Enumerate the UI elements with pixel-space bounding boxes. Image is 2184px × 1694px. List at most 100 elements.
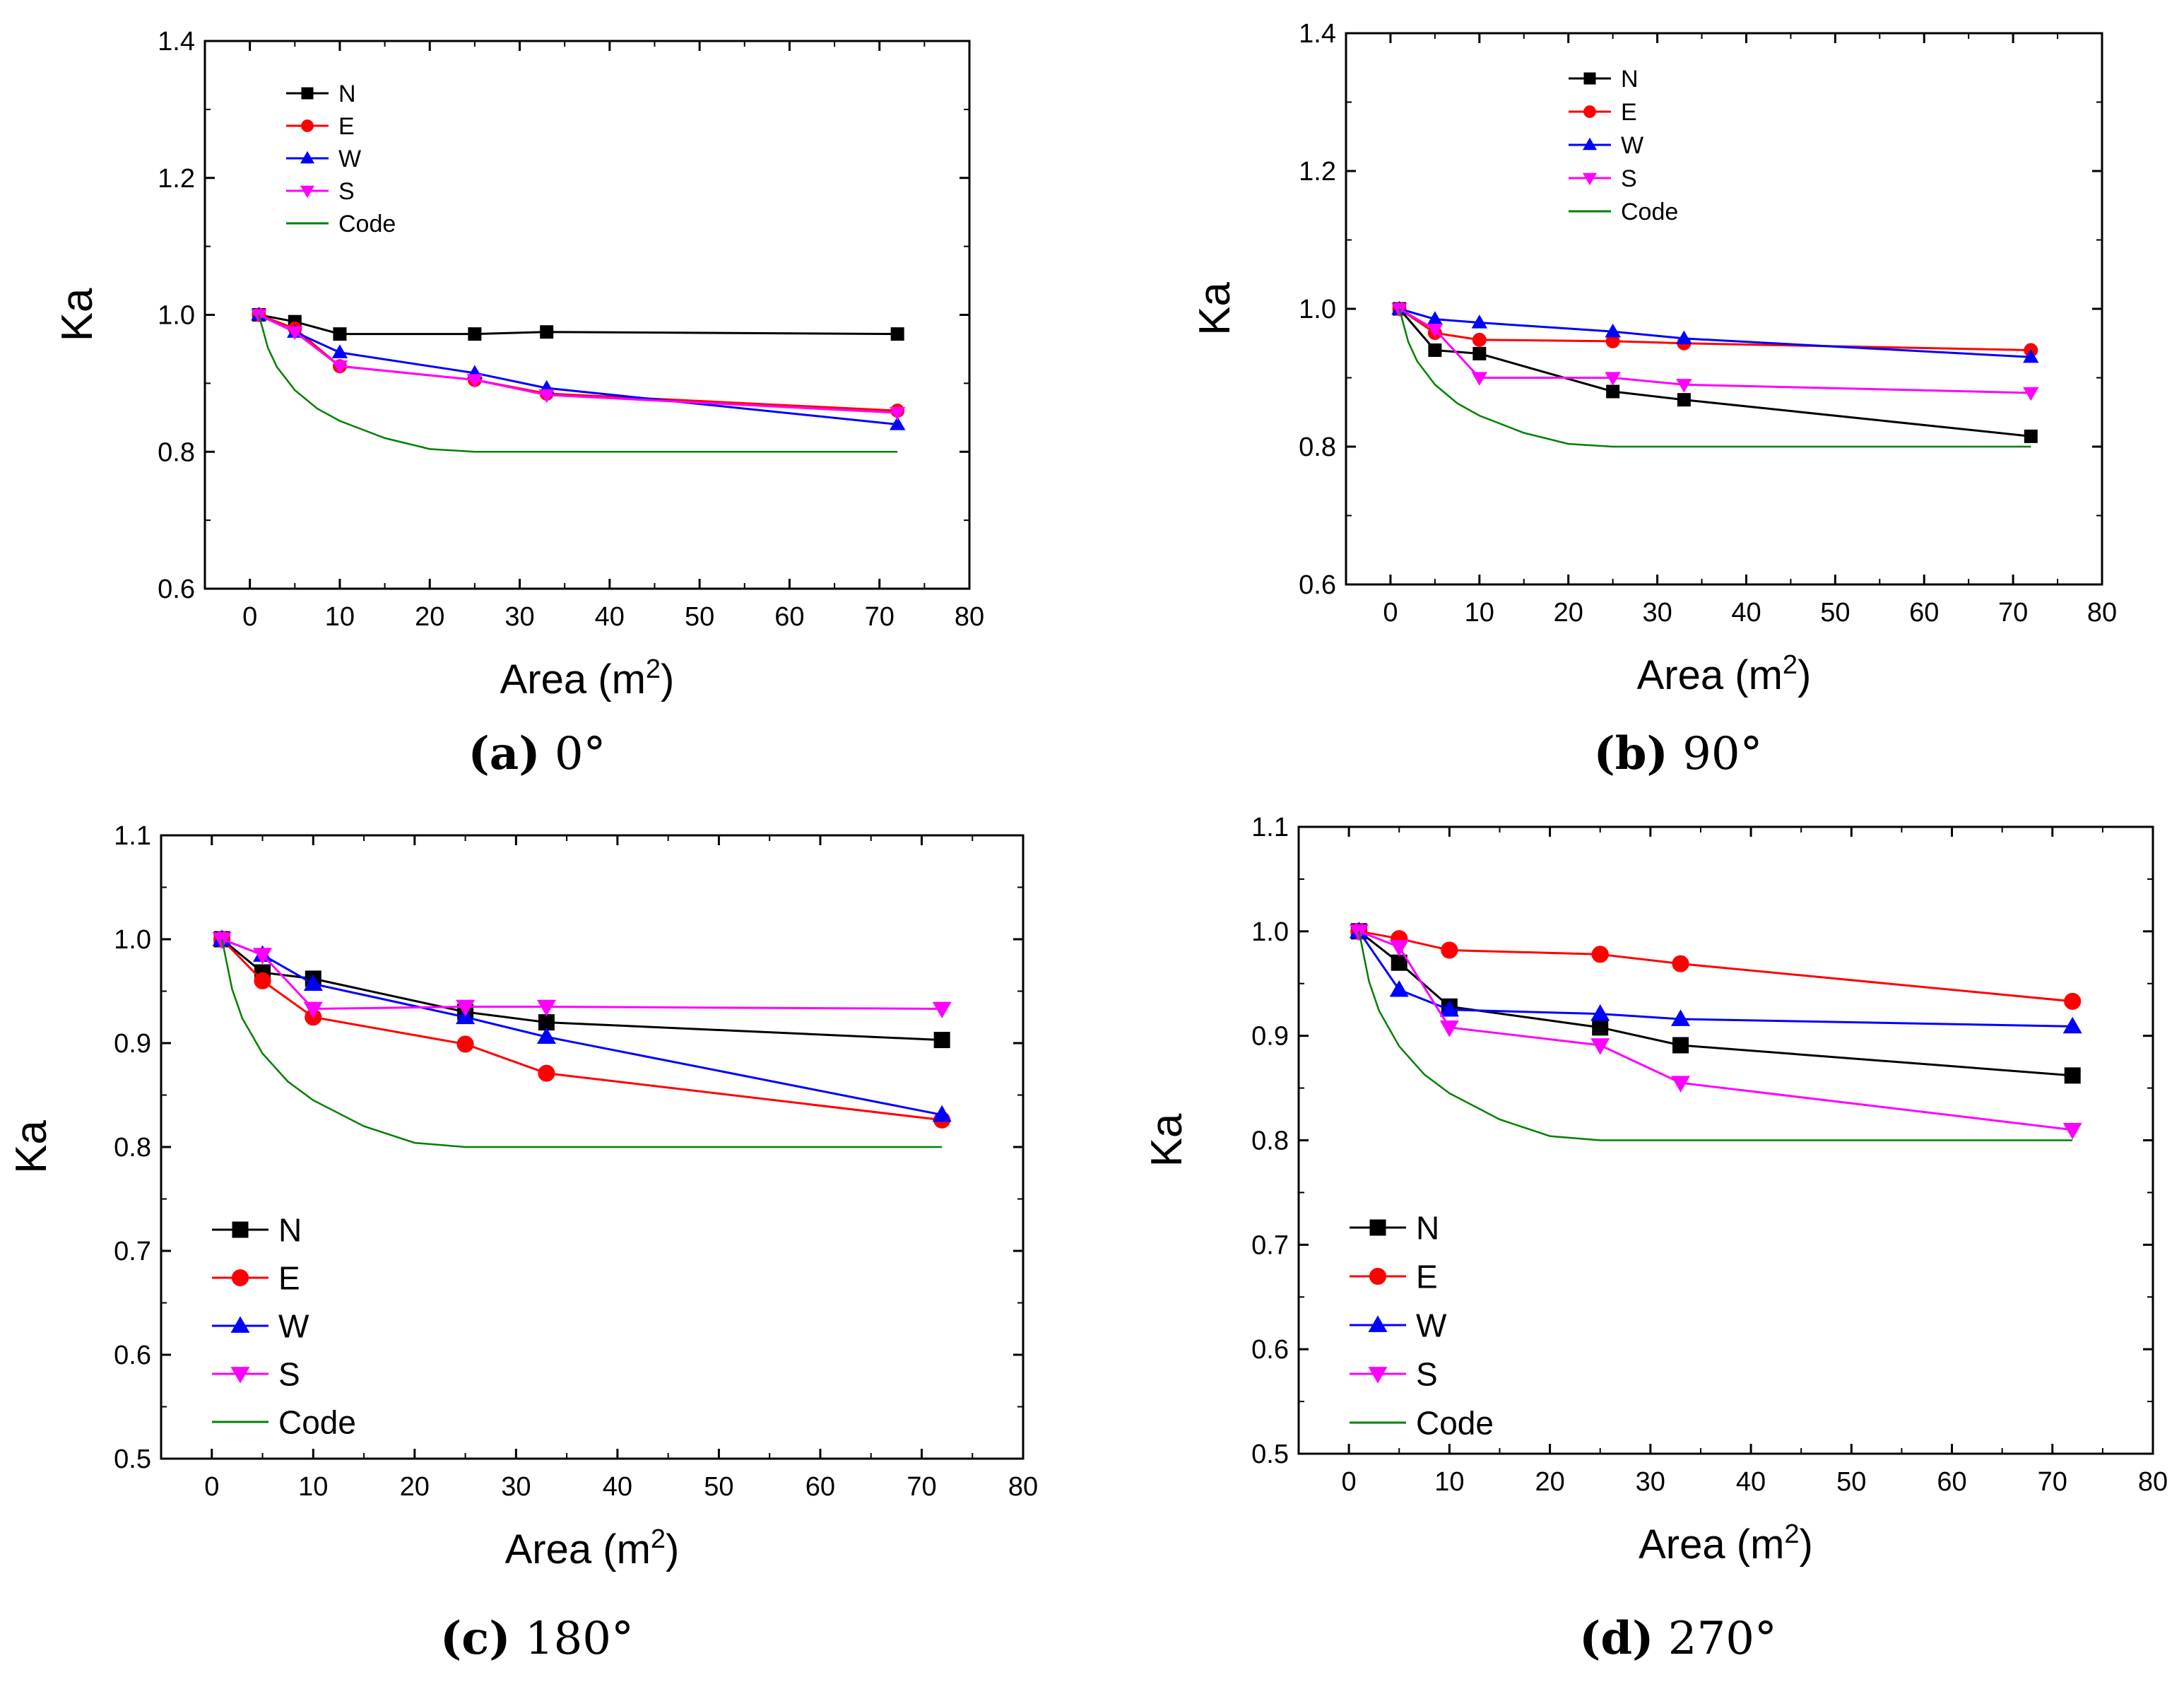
series-e-point	[456, 1035, 474, 1053]
series-w	[212, 929, 952, 1122]
legend-label-w: W	[278, 1308, 309, 1345]
legend-marker-n	[301, 87, 314, 100]
series-w-point	[1590, 1004, 1610, 1021]
panel-caption-angle: 270°	[1653, 1613, 1777, 1665]
x-tick-label: 20	[400, 1472, 430, 1502]
series-w	[251, 307, 906, 430]
x-axis-label-text: Area (m	[1637, 652, 1783, 698]
panel-caption-letter: (c)	[440, 1612, 511, 1665]
y-tick-label: 0.5	[1251, 1440, 1289, 1469]
series-s	[251, 309, 906, 421]
series-w-line	[1358, 930, 2073, 1028]
x-axis-label-text: Area (m	[505, 1527, 651, 1572]
series-s-point	[1670, 1076, 1691, 1093]
x-tick-label: 30	[1636, 1467, 1665, 1497]
legend-marker-w	[1582, 137, 1598, 151]
x-axis-label-sup: 2	[646, 654, 661, 684]
series-w-point	[303, 974, 323, 992]
series-n-point	[2024, 429, 2038, 443]
y-tick-label: 1.0	[1251, 917, 1289, 947]
series-s-point	[1427, 324, 1444, 338]
y-axis-label: Ka	[1143, 1113, 1191, 1167]
panel-caption-letter: (a)	[468, 727, 540, 780]
series-e-point	[538, 1064, 555, 1082]
x-tick-label: 70	[2038, 1467, 2067, 1497]
legend-marker-n	[1583, 72, 1596, 85]
x-tick-label: 40	[603, 1472, 632, 1502]
y-tick-label: 1.0	[158, 301, 195, 331]
x-axis-label-text: Area (m	[500, 657, 646, 702]
series-s-point	[1676, 379, 1692, 393]
x-tick-label: 80	[2087, 598, 2117, 628]
x-tick-label: 50	[704, 1472, 733, 1502]
series-n-point	[1677, 393, 1691, 407]
panel-caption-angle: 180°	[511, 1613, 634, 1665]
y-tick-label: 1.2	[1299, 157, 1336, 187]
x-tick-label: 80	[1008, 1472, 1038, 1502]
legend-label-s: S	[1621, 165, 1637, 192]
y-tick-label: 0.7	[114, 1237, 151, 1266]
legend-label-code: Code	[1621, 199, 1678, 225]
series-s	[1349, 924, 2082, 1140]
series-s-point	[1389, 940, 1409, 957]
plot-frame	[1345, 32, 2103, 586]
x-axis-label-end: )	[661, 657, 674, 702]
series-n-point	[333, 327, 347, 341]
y-tick-label: 1.1	[1251, 813, 1289, 842]
series-s	[212, 932, 952, 1019]
legend-marker-w	[230, 1316, 250, 1333]
x-tick-label: 70	[1998, 598, 2028, 628]
series-w-point	[1471, 314, 1488, 329]
series-n-point	[890, 327, 904, 341]
series-w-line	[1399, 307, 2031, 358]
x-axis-label: Area (m2)	[505, 1524, 680, 1572]
x-tick-label: 20	[415, 602, 444, 632]
x-axis-label-sup: 2	[1784, 1519, 1799, 1549]
series-n-point	[1592, 1019, 1609, 1036]
y-tick-label: 1.1	[114, 821, 151, 851]
series-e	[1392, 302, 2038, 358]
series-code-line	[220, 939, 943, 1148]
legend-marker-e	[1583, 105, 1596, 118]
series-s-line	[221, 938, 943, 1010]
legend-label-e: E	[338, 113, 355, 140]
x-axis-label-sup: 2	[1783, 650, 1798, 680]
series-w-point	[1389, 980, 1409, 997]
series-s-line	[1398, 307, 2031, 394]
x-axis-label-end: )	[1800, 1522, 1813, 1567]
x-tick-label: 70	[865, 602, 895, 632]
x-tick-label: 20	[1554, 598, 1583, 628]
x-tick-label: 60	[805, 1472, 835, 1502]
legend-marker-n	[1369, 1219, 1386, 1236]
x-tick-label: 0	[242, 602, 257, 632]
series-s-point	[538, 389, 555, 404]
series-code-line	[258, 314, 898, 453]
series-e-point	[1591, 946, 1609, 963]
legend-label-s: S	[278, 1356, 300, 1393]
y-tick-label: 0.7	[1251, 1230, 1289, 1260]
series-s-point	[1605, 372, 1621, 386]
series-s-point	[456, 999, 476, 1017]
series-s-point	[536, 999, 556, 1017]
series-s-point	[466, 374, 483, 388]
x-axis-label: Area (m2)	[1639, 1519, 1813, 1567]
x-tick-label: 50	[1836, 1467, 1866, 1497]
series-e-point	[1672, 955, 1689, 972]
series-w-point	[2023, 348, 2039, 363]
series-n-line	[221, 938, 943, 1042]
series-w-point	[1439, 1000, 1459, 1017]
series-e	[252, 307, 905, 418]
series-s-point	[1439, 1020, 1459, 1037]
series-w-point	[1676, 330, 1692, 345]
series-w-point	[331, 344, 348, 358]
series-s-point	[2023, 387, 2039, 401]
series-s-point	[889, 406, 906, 421]
y-tick-label: 0.8	[114, 1133, 151, 1163]
legend-marker-w	[300, 151, 315, 164]
x-tick-label: 10	[1465, 598, 1494, 628]
y-tick-label: 0.6	[158, 575, 195, 604]
y-tick-label: 0.8	[1299, 433, 1336, 462]
x-tick-label: 30	[504, 602, 534, 632]
